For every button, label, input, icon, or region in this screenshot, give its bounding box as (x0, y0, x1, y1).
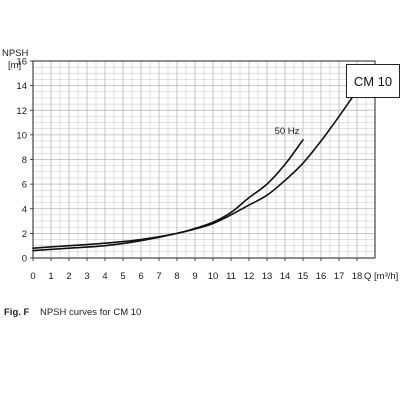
x-tick-label: 4 (102, 271, 107, 282)
y-tick-label: 10 (16, 130, 27, 141)
series-label-50hz: 50 Hz (275, 126, 300, 137)
x-tick-label: 3 (84, 271, 89, 282)
y-tick-label: 0 (22, 254, 27, 265)
figure-caption: Fig. F NPSH curves for CM 10 (4, 307, 141, 318)
x-tick-label: 10 (208, 271, 219, 282)
x-tick-label: 13 (262, 271, 273, 282)
x-tick-label: 7 (156, 271, 161, 282)
y-axis: 0 2 4 6 8 10 12 14 16 (16, 57, 33, 265)
y-tick-label: 14 (16, 81, 27, 92)
chart-title-box: CM 10 (346, 64, 400, 98)
x-tick-label: 9 (192, 271, 197, 282)
x-tick-label: 2 (66, 271, 71, 282)
series-line-50hz (32, 139, 304, 249)
x-tick-label: 14 (280, 271, 291, 282)
y-tick-label: 6 (22, 180, 27, 191)
y-tick-label: 16 (16, 57, 27, 68)
x-tick-label: 5 (120, 271, 125, 282)
x-tick-label: 16 (316, 271, 327, 282)
x-tick-label: 11 (226, 271, 236, 282)
x-tick-label: 12 (244, 271, 255, 282)
x-tick-label: 18 (352, 271, 363, 282)
x-tick-label: 17 (334, 271, 345, 282)
x-tick-label: 1 (48, 271, 53, 282)
series-line-60hz (32, 89, 358, 252)
x-axis: 0 1 2 3 4 5 6 7 8 9 10 11 12 13 14 15 16 17 18 (30, 258, 362, 282)
x-axis-title: Q [m³/h] (364, 271, 398, 282)
x-tick-label: 8 (174, 271, 179, 282)
caption-text: NPSH curves for CM 10 (39, 307, 142, 318)
y-axis-title-line-2: [m] (8, 60, 21, 71)
chart-title: CM 10 (353, 73, 393, 89)
x-tick-label: 6 (138, 271, 143, 282)
x-tick-label: 0 (30, 271, 35, 282)
y-tick-label: 4 (22, 204, 27, 215)
y-tick-label: 8 (22, 155, 27, 166)
x-tick-label: 15 (298, 271, 309, 282)
figure-label: Fig. F (4, 307, 30, 318)
y-tick-label: 2 (22, 229, 27, 240)
y-tick-label: 12 (16, 106, 27, 117)
y-axis-title-line-1: NPSH (2, 48, 29, 59)
grid (33, 61, 375, 258)
